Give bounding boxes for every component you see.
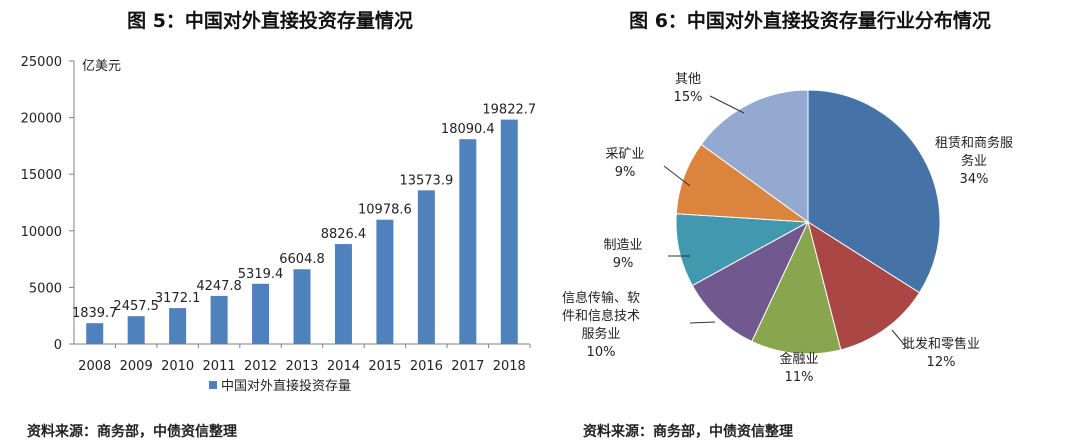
pie-leader-line bbox=[891, 329, 908, 349]
x-tick-label: 2009 bbox=[120, 359, 153, 374]
bar-chart-panel: 图 5：中国对外直接投资存量情况 0 5000 10000 15000 20000 250… bbox=[21, 10, 537, 440]
pie-slice bbox=[807, 220, 921, 351]
bar-value-label: 19822.7 bbox=[482, 103, 536, 118]
y-tick-label: 10000 bbox=[21, 225, 62, 240]
pie-slice-label: 务业 bbox=[961, 153, 987, 169]
pie-slice-label: 制造业 bbox=[603, 238, 642, 253]
bar-value-label: 2457.5 bbox=[113, 299, 159, 314]
x-tick-label: 2012 bbox=[244, 359, 277, 374]
pie-slice-label: 信息传输、软 bbox=[562, 290, 640, 306]
pie-slice-label: 金融业 bbox=[779, 351, 818, 367]
x-tick-label: 2014 bbox=[327, 359, 360, 374]
bar-chart-title: 图 5：中国对外直接投资存量情况 bbox=[127, 10, 413, 32]
pie-slice-label: 其他 bbox=[675, 72, 701, 87]
bar-value-label: 8826.4 bbox=[321, 227, 367, 242]
x-tick-label: 2010 bbox=[161, 359, 194, 374]
y-unit-label: 亿美元 bbox=[82, 59, 121, 74]
x-tick-label: 2015 bbox=[368, 359, 401, 374]
bar-value-label: 3172.1 bbox=[155, 291, 201, 306]
pie-leader-line bbox=[709, 95, 745, 114]
pie-slice bbox=[691, 220, 810, 343]
bar bbox=[417, 190, 435, 344]
pie-slice-label: 9% bbox=[613, 256, 634, 271]
x-tick-label: 2017 bbox=[451, 359, 484, 374]
bar bbox=[459, 139, 477, 344]
y-tick-label: 15000 bbox=[21, 168, 62, 183]
pie-slice-label: 11% bbox=[785, 370, 814, 385]
bar-value-label: 18090.4 bbox=[441, 122, 495, 137]
bar-chart-source: 资料来源：商务部，中债资信整理 bbox=[27, 424, 237, 440]
bar bbox=[86, 323, 104, 344]
bar bbox=[376, 219, 394, 344]
bar bbox=[252, 283, 270, 344]
pie-slice-label: 12% bbox=[927, 355, 956, 370]
y-tick-label: 5000 bbox=[29, 281, 62, 296]
bar bbox=[169, 308, 187, 344]
x-tick-label: 2018 bbox=[493, 359, 526, 374]
x-tick-label: 2013 bbox=[285, 359, 318, 374]
pie-chart-title: 图 6：中国对外直接投资存量行业分布情况 bbox=[629, 10, 991, 32]
pie-slice-label: 服务业 bbox=[581, 326, 620, 342]
bar-value-label: 13573.9 bbox=[399, 173, 453, 188]
y-tick-label: 0 bbox=[54, 338, 62, 353]
pie-slice bbox=[751, 220, 842, 355]
pie-slice-label: 10% bbox=[587, 345, 616, 360]
bar bbox=[293, 269, 311, 344]
y-tick-label: 20000 bbox=[21, 112, 62, 127]
pie-slice-label: 租赁和商务服 bbox=[935, 135, 1013, 151]
pie-chart-panel: 图 6：中国对外直接投资存量行业分布情况 租赁和商务服 务业 34% 批发和零售业 12… bbox=[540, 0, 1080, 445]
pie-leader-line bbox=[689, 321, 716, 324]
x-tick-label: 2011 bbox=[203, 359, 236, 374]
pie-slice-label: 批发和零售业 bbox=[902, 336, 980, 352]
pie-slice-label: 采矿业 bbox=[605, 147, 644, 162]
legend-swatch bbox=[209, 381, 217, 389]
legend-label: 中国对外直接投资存量 bbox=[221, 378, 351, 394]
bar-chart: 0 5000 10000 15000 20000 25000 亿美元 1839.7 2008 24… bbox=[21, 55, 537, 394]
bar bbox=[334, 244, 352, 344]
pie-chart-source: 资料来源：商务部，中债资信整理 bbox=[583, 424, 793, 440]
bar-value-label: 5319.4 bbox=[238, 267, 284, 282]
pie-slice-label: 件和信息技术 bbox=[562, 308, 640, 324]
bar-value-label: 6604.8 bbox=[279, 252, 325, 267]
pie-slice-label: 15% bbox=[674, 90, 703, 105]
bar bbox=[500, 119, 518, 345]
pie-leader-line bbox=[663, 165, 691, 187]
pie-slice bbox=[807, 89, 941, 294]
x-tick-label: 2016 bbox=[410, 359, 443, 374]
y-tick-label: 25000 bbox=[21, 55, 62, 70]
bar-value-label: 4247.8 bbox=[196, 279, 242, 294]
pie-slice bbox=[700, 89, 809, 223]
bar bbox=[127, 316, 145, 344]
bar-value-label: 10978.6 bbox=[358, 203, 412, 218]
x-tick-label: 2008 bbox=[78, 359, 111, 374]
pie-slice-label: 9% bbox=[615, 165, 636, 180]
bar-value-label: 1839.7 bbox=[72, 306, 118, 321]
bar bbox=[210, 295, 228, 344]
pie-slice-label: 34% bbox=[960, 172, 989, 187]
